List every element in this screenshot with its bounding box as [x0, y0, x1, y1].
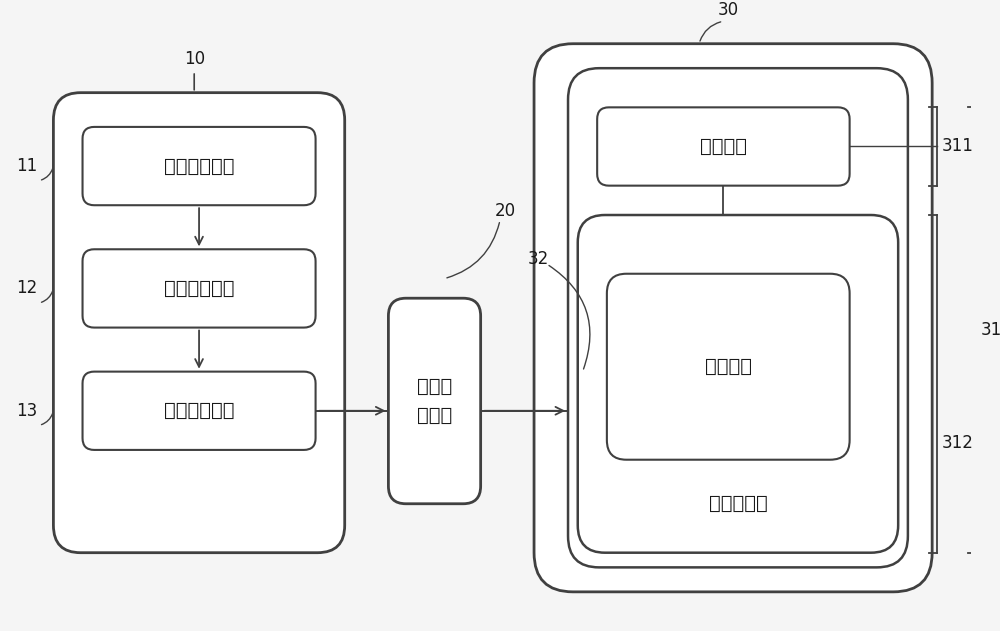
Text: 摄像组件: 摄像组件 [700, 137, 747, 156]
Text: 软件模块: 软件模块 [705, 357, 752, 376]
FancyBboxPatch shape [53, 93, 345, 553]
Text: 互联传输模块: 互联传输模块 [164, 279, 234, 298]
Text: 13: 13 [16, 402, 37, 420]
Text: 模单元: 模单元 [417, 406, 452, 425]
FancyBboxPatch shape [607, 274, 850, 460]
Text: 20: 20 [494, 202, 515, 220]
Text: 10: 10 [184, 50, 205, 68]
Text: 物联感知模块: 物联感知模块 [164, 156, 234, 175]
FancyBboxPatch shape [388, 298, 481, 504]
FancyBboxPatch shape [578, 215, 898, 553]
Text: 虚拟建: 虚拟建 [417, 377, 452, 396]
FancyBboxPatch shape [534, 44, 932, 592]
Text: 11: 11 [16, 157, 37, 175]
FancyBboxPatch shape [83, 127, 316, 205]
Text: 30: 30 [718, 1, 739, 20]
FancyBboxPatch shape [83, 372, 316, 450]
Text: 32: 32 [527, 250, 549, 268]
Text: 数据分析模块: 数据分析模块 [164, 401, 234, 420]
Text: 31: 31 [981, 321, 1000, 339]
FancyBboxPatch shape [597, 107, 850, 186]
Text: 图像处理器: 图像处理器 [709, 494, 767, 513]
Text: 312: 312 [942, 433, 974, 452]
Text: 12: 12 [16, 280, 37, 297]
FancyBboxPatch shape [568, 68, 908, 567]
FancyBboxPatch shape [83, 249, 316, 327]
Text: 311: 311 [942, 138, 974, 155]
